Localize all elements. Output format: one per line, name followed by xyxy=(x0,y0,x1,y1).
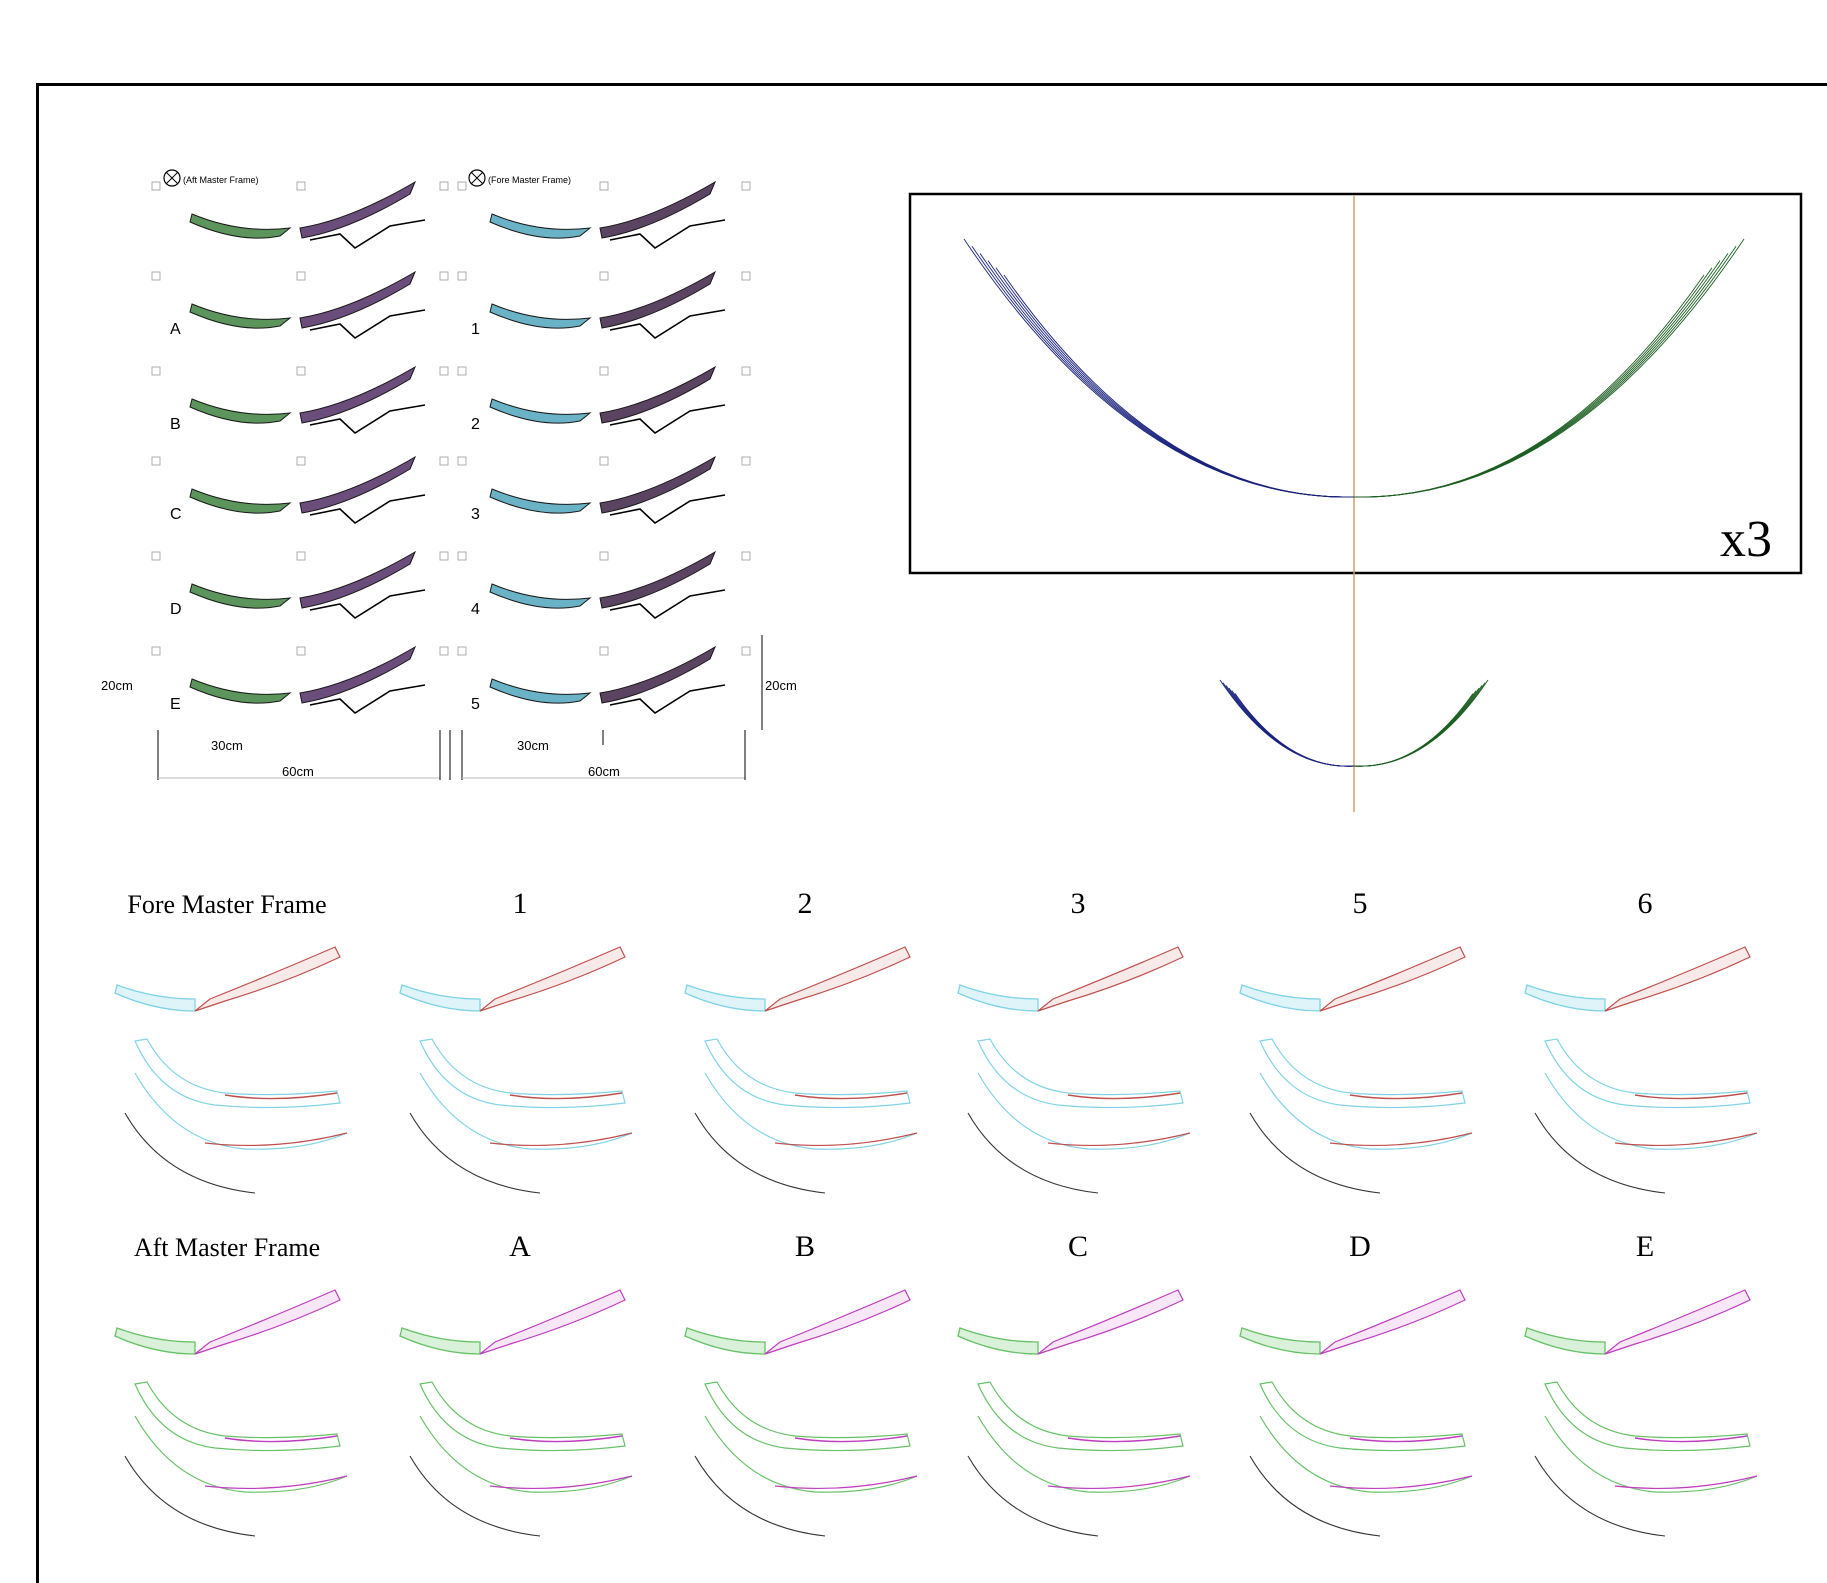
magnified-box xyxy=(908,192,1803,575)
survey-rows: A 1 B 2 C 3 D 4 E 5 xyxy=(151,180,751,715)
survey-row-label: 2 xyxy=(471,416,480,433)
hull-section-drawing xyxy=(114,946,348,1194)
hull-section-drawing xyxy=(1239,946,1473,1194)
scale-30-left: 30cm xyxy=(211,738,243,753)
fore-frame-symbol-icon xyxy=(468,169,486,187)
section-label: E xyxy=(1636,1230,1654,1263)
hull-section-drawing xyxy=(114,1289,348,1537)
fore-sections-row: Fore Master Frame 1 2 3 5 6 xyxy=(114,887,1758,1194)
hull-section-drawing xyxy=(1524,1289,1758,1537)
section-label: Fore Master Frame xyxy=(127,890,326,919)
survey-row-label: C xyxy=(170,506,182,523)
survey-row-label: E xyxy=(170,696,181,713)
hull-section-drawing xyxy=(399,1289,633,1537)
section-label: C xyxy=(1068,1230,1088,1263)
survey-panel: (Aft Master Frame) (Fore Master Frame) A… xyxy=(101,169,797,780)
hull-section-drawing xyxy=(1524,946,1758,1194)
survey-row-label: 1 xyxy=(471,321,480,338)
section-label: Aft Master Frame xyxy=(134,1233,320,1262)
scale-30-right: 30cm xyxy=(517,738,549,753)
survey-row-label: D xyxy=(170,601,182,618)
section-label: B xyxy=(795,1230,815,1263)
section-label: 6 xyxy=(1638,887,1653,920)
hull-section-drawing xyxy=(957,1289,1191,1537)
hull-section-drawing xyxy=(399,946,633,1194)
scale-height-right: 20cm xyxy=(765,678,797,693)
hull-section-drawing xyxy=(1239,1289,1473,1537)
aft-column-title: (Aft Master Frame) xyxy=(183,175,259,185)
section-label: A xyxy=(509,1230,531,1263)
section-label: D xyxy=(1349,1230,1371,1263)
hull-section-drawing xyxy=(684,1289,918,1537)
scale-60-right: 60cm xyxy=(588,764,620,779)
magnification-label: x3 xyxy=(1720,511,1772,568)
survey-row-label: 3 xyxy=(471,506,480,523)
overlay-curves-magnified xyxy=(963,238,1745,498)
survey-row-label: 5 xyxy=(471,696,480,713)
fore-column-title: (Fore Master Frame) xyxy=(488,175,571,185)
overlay-panel: x3 xyxy=(908,192,1803,812)
section-label: 1 xyxy=(513,887,528,920)
section-label: 3 xyxy=(1071,887,1086,920)
overlay-curves-actual xyxy=(1219,679,1489,767)
aft-frame-symbol-icon xyxy=(163,169,181,187)
scale-60-left: 60cm xyxy=(282,764,314,779)
section-label: 5 xyxy=(1353,887,1368,920)
scale-height-left: 20cm xyxy=(101,678,133,693)
survey-row-label: 4 xyxy=(471,601,480,618)
section-label: 2 xyxy=(798,887,813,920)
hull-section-drawing xyxy=(684,946,918,1194)
hull-section-drawing xyxy=(957,946,1191,1194)
aft-sections-row: Aft Master Frame A B C D E xyxy=(114,1230,1758,1537)
figure-border xyxy=(36,83,1827,1583)
survey-row-label: A xyxy=(170,321,181,338)
survey-row-label: B xyxy=(170,416,181,433)
